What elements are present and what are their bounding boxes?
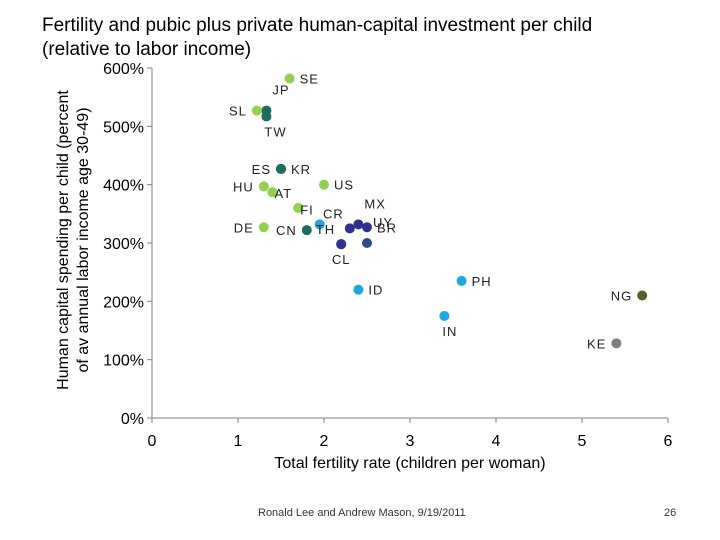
data-point-us xyxy=(319,180,329,190)
x-tick-label: 4 xyxy=(492,433,501,450)
point-label-tw: TW xyxy=(264,124,286,139)
point-label-th: TH xyxy=(316,222,335,237)
point-label-ke: KE xyxy=(587,336,606,351)
x-tick-label: 3 xyxy=(406,433,415,450)
point-label-at: AT xyxy=(275,186,293,201)
data-point-cr xyxy=(345,223,355,233)
point-label-hu: HU xyxy=(233,179,254,194)
point-label-ph: PH xyxy=(472,274,492,289)
point-label-kr: KR xyxy=(291,162,311,177)
y-tick-label: 300% xyxy=(103,236,144,253)
point-label-us: US xyxy=(334,178,354,193)
data-point-kr xyxy=(276,164,286,174)
data-point-in xyxy=(439,311,449,321)
data-point-ph xyxy=(457,276,467,286)
y-tick-label: 0% xyxy=(121,411,144,428)
point-label-in: IN xyxy=(442,324,457,339)
x-tick-label: 1 xyxy=(234,433,243,450)
scatter-chart: Human capital spending per child (percen… xyxy=(0,0,720,540)
y-axis-ticks: 0% 100% 200% 300% 400% 500% 600% xyxy=(103,61,152,428)
point-label-jp: JP xyxy=(272,83,289,98)
data-point-tw xyxy=(261,111,271,121)
data-point-sl xyxy=(252,106,262,116)
x-axis-ticks: 0 1 2 3 4 5 6 xyxy=(148,418,673,450)
point-label-cn: CN xyxy=(276,223,297,238)
y-tick-label: 100% xyxy=(103,353,144,370)
y-axis-label-line-2: of av annual labor income age 30-49) xyxy=(75,107,92,372)
y-axis-label: Human capital spending per child (percen… xyxy=(55,90,92,390)
data-point-id xyxy=(353,285,363,295)
data-point-cl xyxy=(336,239,346,249)
point-label-de: DE xyxy=(234,220,254,235)
y-tick-label: 600% xyxy=(103,61,144,78)
axes xyxy=(152,68,668,418)
point-label-id: ID xyxy=(368,283,383,298)
data-point-de xyxy=(259,222,269,232)
data-point-hu xyxy=(259,181,269,191)
y-axis-label-line-1: Human capital spending per child (percen… xyxy=(55,90,72,390)
slide-footer: Ronald Lee and Andrew Mason, 9/19/2011 xyxy=(258,507,466,519)
point-label-cl: CL xyxy=(332,252,351,267)
point-label-sl: SL xyxy=(229,104,247,119)
y-tick-label: 400% xyxy=(103,178,144,195)
y-tick-label: 200% xyxy=(103,294,144,311)
data-point-uy xyxy=(362,238,372,248)
slide-number: 26 xyxy=(664,507,676,519)
x-tick-label: 6 xyxy=(664,433,673,450)
point-label-uy: UY xyxy=(373,215,393,230)
data-point-ng xyxy=(637,291,647,301)
point-label-es: ES xyxy=(252,162,271,177)
point-label-fi: FI xyxy=(300,202,314,217)
x-tick-label: 2 xyxy=(320,433,329,450)
point-label-se: SE xyxy=(300,72,319,87)
y-tick-label: 500% xyxy=(103,119,144,136)
point-label-mx: MX xyxy=(364,196,386,211)
data-point-mx xyxy=(353,219,363,229)
point-label-cr: CR xyxy=(323,206,344,221)
point-label-ng: NG xyxy=(611,289,633,304)
data-point-br xyxy=(362,222,372,232)
x-axis-label: Total fertility rate (children per woman… xyxy=(274,455,545,472)
x-tick-label: 5 xyxy=(578,433,587,450)
data-point-cn xyxy=(302,225,312,235)
x-tick-label: 0 xyxy=(148,433,157,450)
data-point-ke xyxy=(611,338,621,348)
